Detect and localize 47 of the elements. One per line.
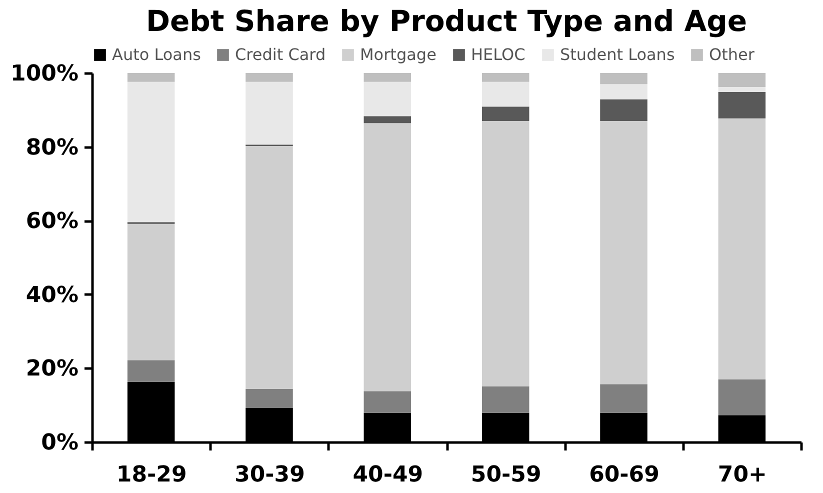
bar bbox=[127, 82, 175, 222]
bar bbox=[600, 120, 648, 384]
bar bbox=[246, 388, 293, 408]
bar bbox=[718, 118, 766, 380]
chart-title: Debt Share by Product Type and Age bbox=[146, 4, 748, 38]
bar bbox=[127, 73, 175, 82]
bar bbox=[718, 92, 766, 118]
y-tick-label: 40% bbox=[26, 282, 78, 308]
bar bbox=[482, 82, 530, 107]
bar bbox=[364, 116, 412, 124]
x-tick-label: 30-39 bbox=[234, 462, 305, 488]
y-tick-label: 0% bbox=[41, 430, 78, 456]
y-tick-label: 60% bbox=[26, 209, 78, 234]
bar bbox=[246, 82, 293, 145]
legend-label: HELOC bbox=[471, 45, 526, 64]
bar bbox=[246, 73, 293, 82]
y-tick-label: 20% bbox=[26, 356, 78, 382]
bar bbox=[127, 360, 175, 382]
bar bbox=[364, 123, 412, 392]
bar bbox=[718, 87, 766, 92]
bar bbox=[600, 99, 648, 121]
bar bbox=[482, 106, 530, 121]
bar bbox=[364, 82, 412, 116]
bar bbox=[718, 379, 766, 416]
x-tick-label: 70+ bbox=[718, 462, 767, 488]
legend-label: Student Loans bbox=[560, 45, 675, 64]
y-tick-label: 80% bbox=[26, 135, 78, 160]
bar bbox=[482, 386, 530, 413]
bar bbox=[600, 73, 648, 84]
x-tick-label: 40-49 bbox=[352, 462, 424, 488]
bar bbox=[364, 391, 412, 413]
bar bbox=[246, 146, 293, 389]
legend-label: Auto Loans bbox=[112, 45, 201, 64]
x-tick-label: 60-69 bbox=[589, 462, 660, 488]
y-tick-label: 100% bbox=[10, 62, 78, 86]
legend-label: Credit Card bbox=[235, 45, 326, 64]
bar bbox=[600, 84, 648, 100]
x-tick-label: 50-59 bbox=[470, 462, 542, 488]
bar bbox=[600, 384, 648, 413]
bar bbox=[718, 73, 766, 88]
bar bbox=[482, 73, 530, 82]
bar bbox=[364, 73, 412, 82]
bar bbox=[482, 120, 530, 386]
legend-label: Mortgage bbox=[360, 45, 436, 64]
x-tick-label: 18-29 bbox=[116, 462, 187, 488]
bar bbox=[127, 224, 175, 360]
legend-label: Other bbox=[709, 45, 755, 64]
